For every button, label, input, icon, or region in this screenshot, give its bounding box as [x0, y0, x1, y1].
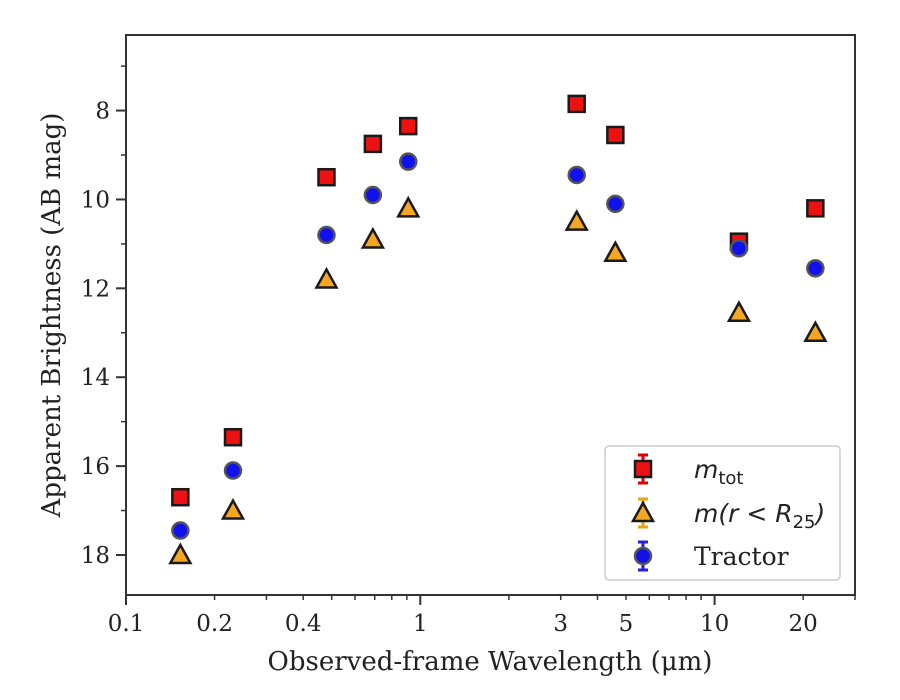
data-point-triangle [803, 320, 828, 343]
data-point-square [606, 125, 625, 145]
data-point-triangle [168, 542, 193, 565]
data-point-triangle [220, 497, 246, 520]
data-point-triangle [726, 300, 752, 323]
legend-box [604, 445, 841, 581]
legend: mtot m(r < R25) Tractor [604, 445, 841, 581]
data-point-circle [317, 225, 336, 245]
data-point-square [171, 487, 190, 507]
data-point-triangle [314, 266, 339, 289]
x-tick-label: 10 [700, 611, 729, 637]
data-point-triangle [564, 209, 589, 231]
data-point-square [317, 167, 336, 187]
data-point-circle [171, 521, 190, 540]
data-point-circle [398, 152, 418, 171]
x-tick-label: 0.2 [196, 611, 233, 637]
data-point-triangle [396, 195, 421, 218]
data-point-circle [223, 461, 243, 480]
legend-marker-circle [633, 546, 653, 566]
data-point-circle [363, 185, 383, 205]
data-markers [168, 94, 828, 565]
y-tick-label: 18 [81, 543, 110, 569]
data-point-triangle [603, 240, 628, 263]
y-tick-label: 8 [95, 99, 110, 125]
y-tick-label: 10 [81, 187, 110, 213]
data-point-square [398, 116, 418, 136]
legend-label: m(r < R25) [694, 499, 825, 533]
legend-label: Tractor [694, 542, 789, 571]
y-axis-label: Apparent Brightness (AB mag) [37, 113, 67, 519]
plot-frame [125, 34, 856, 596]
data-point-circle [606, 194, 625, 214]
legend-marker-square [633, 459, 653, 479]
y-tick-label: 12 [81, 276, 110, 302]
data-point-square [567, 94, 586, 114]
data-point-circle [806, 259, 825, 278]
x-tick-label: 0.4 [285, 611, 322, 637]
x-tick-label: 0.1 [108, 611, 145, 637]
x-tick-label: 5 [619, 611, 634, 637]
x-tick-label: 20 [789, 611, 818, 637]
data-point-circle [729, 239, 749, 258]
data-point-circle [567, 165, 586, 185]
x-axis-ticks: 0.1 0.2 0.4 1 3 5 10 20 [108, 595, 856, 637]
x-tick-label: 3 [553, 611, 568, 637]
x-tick-label: 1 [413, 611, 428, 637]
data-point-square [223, 427, 243, 447]
data-point-square [806, 199, 825, 218]
x-axis-label: Observed-frame Wavelength (μm) [268, 647, 713, 677]
y-tick-label: 14 [81, 365, 110, 391]
data-point-triangle [360, 226, 385, 249]
data-point-square [363, 134, 383, 154]
legend-label: mtot [694, 455, 744, 489]
legend-marker-triangle [630, 500, 656, 523]
y-tick-label: 16 [81, 454, 110, 480]
y-axis-ticks: 8 10 12 14 16 18 [81, 65, 126, 569]
